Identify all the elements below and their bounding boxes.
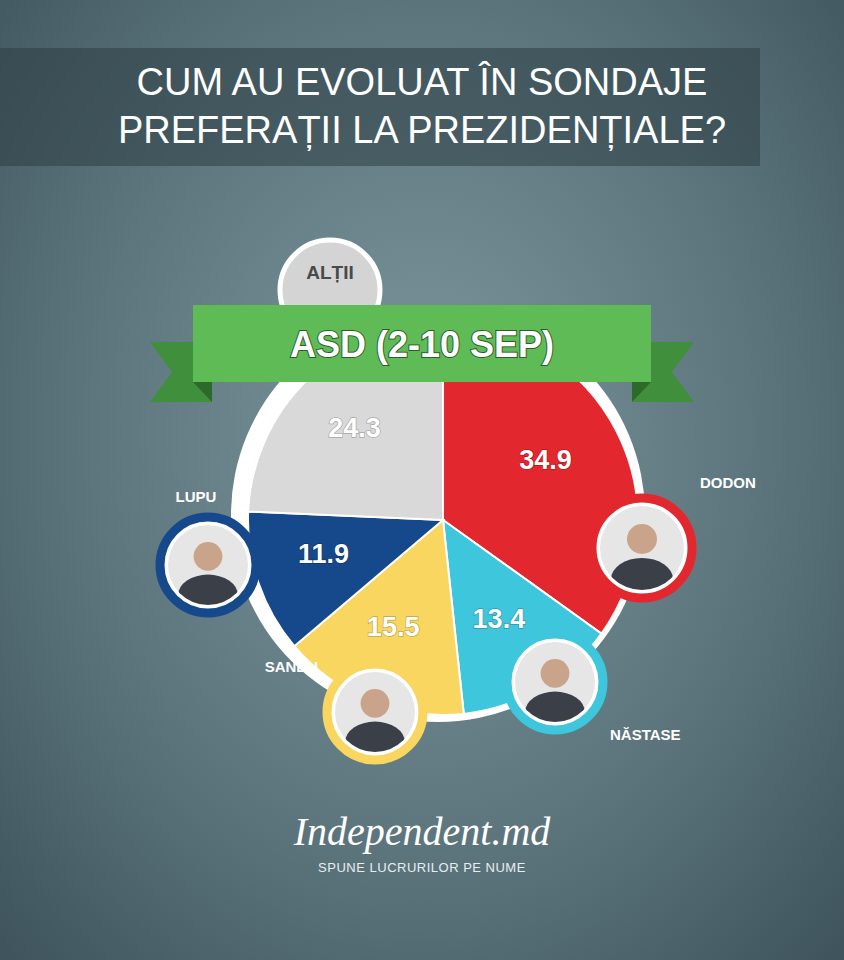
svg-text:11.9: 11.9	[298, 539, 349, 569]
svg-text:SANDU: SANDU	[265, 658, 318, 675]
svg-text:NĂSTASE: NĂSTASE	[610, 726, 681, 743]
svg-text:15.5: 15.5	[367, 612, 420, 642]
svg-text:ALȚII: ALȚII	[306, 262, 354, 283]
svg-text:13.4: 13.4	[473, 604, 526, 634]
svg-text:DODON: DODON	[700, 474, 756, 491]
svg-text:LUPU: LUPU	[176, 488, 217, 505]
svg-text:34.9: 34.9	[519, 445, 572, 475]
html-text:CUM AU EVOLUAT ÎN SONDAJE PREF: CUM AU EVOLUAT ÎN SONDAJE PREFERAȚII LA …	[117, 61, 727, 151]
svg-text:24.3: 24.3	[328, 413, 381, 443]
html-text:SPUNE LUCRURILOR PE NUME: SPUNE LUCRURILOR PE NUME	[318, 860, 526, 875]
html-text:Independent.md: Independent.md	[293, 809, 551, 854]
svg-text:ASD (2-10 SEP): ASD (2-10 SEP)	[290, 324, 554, 365]
